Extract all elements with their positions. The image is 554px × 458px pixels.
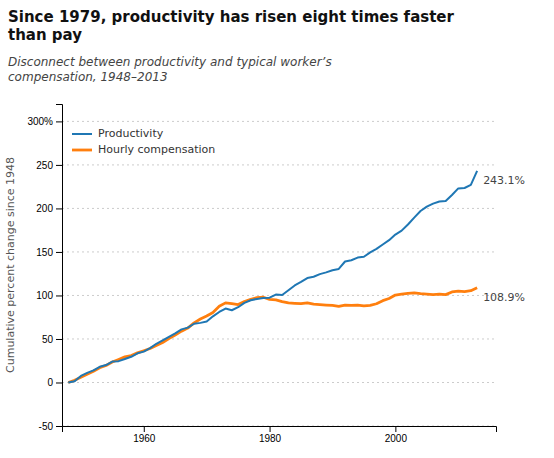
legend-label: Productivity xyxy=(98,127,164,140)
tick: 250 xyxy=(36,160,62,171)
tick: 50 xyxy=(42,334,62,345)
tick-mark xyxy=(270,426,271,432)
chart: Since 1979, productivity has risen eight… xyxy=(0,0,554,458)
tick-label: 50 xyxy=(42,334,54,345)
tick-mark xyxy=(395,426,396,432)
grid-line xyxy=(62,164,496,165)
grid-line xyxy=(62,338,496,339)
legend-item: Productivity xyxy=(72,127,164,140)
tick: 2000 xyxy=(385,426,408,444)
tick-label: 2000 xyxy=(385,433,408,444)
legend: Productivity Hourly compensation xyxy=(72,127,215,156)
tick: 1980 xyxy=(259,426,282,444)
tick-label: -50 xyxy=(39,421,54,432)
tick: 100 xyxy=(36,290,62,301)
grid xyxy=(62,121,496,426)
tick-mark xyxy=(56,165,62,166)
series-line xyxy=(68,288,477,383)
tick-mark xyxy=(144,426,145,432)
tick: -50 xyxy=(39,421,62,432)
annotation: 108.9% xyxy=(483,291,525,304)
grid-line xyxy=(62,251,496,252)
legend-swatch xyxy=(72,133,92,135)
tick-label: 200 xyxy=(36,203,53,214)
subtitle: Disconnect between productivity and typi… xyxy=(8,55,332,84)
tick-label: 150 xyxy=(36,247,53,258)
tick-label: 300% xyxy=(27,116,53,127)
tick-mark xyxy=(56,382,62,383)
tick-label: 250 xyxy=(36,160,53,171)
tick: 1960 xyxy=(133,426,156,444)
axis-title: Cumulative percent change since 1948 xyxy=(4,157,17,373)
tick: 300% xyxy=(27,116,62,127)
grid-line xyxy=(62,382,496,383)
title: Since 1979, productivity has risen eight… xyxy=(8,8,455,44)
tick: 0 xyxy=(47,377,62,388)
tick-mark xyxy=(56,252,62,253)
tick-label: 100 xyxy=(36,290,53,301)
lines xyxy=(68,171,477,383)
tick-label: 1980 xyxy=(259,433,282,444)
tick: 200 xyxy=(36,203,62,214)
plot: 1960 1980 2000 -50 0 50 100 150 200 250 300% 243.1%… xyxy=(27,105,525,445)
series-line xyxy=(68,171,477,383)
tick-label: 0 xyxy=(47,377,53,388)
grid-line xyxy=(62,121,496,122)
tick-mark xyxy=(56,339,62,340)
tick-mark xyxy=(56,121,62,122)
tick-mark xyxy=(56,295,62,296)
tick-mark xyxy=(56,426,62,427)
axis-line xyxy=(56,105,63,427)
legend-swatch xyxy=(72,149,92,152)
x-axis: 1960 1980 2000 xyxy=(63,426,497,444)
tick-mark xyxy=(56,208,62,209)
tick-label: 1960 xyxy=(133,433,156,444)
legend-item: Hourly compensation xyxy=(72,143,215,156)
annotation: 243.1% xyxy=(483,174,525,187)
tick: 150 xyxy=(36,247,62,258)
legend-label: Hourly compensation xyxy=(98,143,215,156)
axis-line xyxy=(63,427,497,433)
grid-line xyxy=(62,208,496,209)
y-axis: -50 0 50 100 150 200 250 300% xyxy=(27,105,62,432)
